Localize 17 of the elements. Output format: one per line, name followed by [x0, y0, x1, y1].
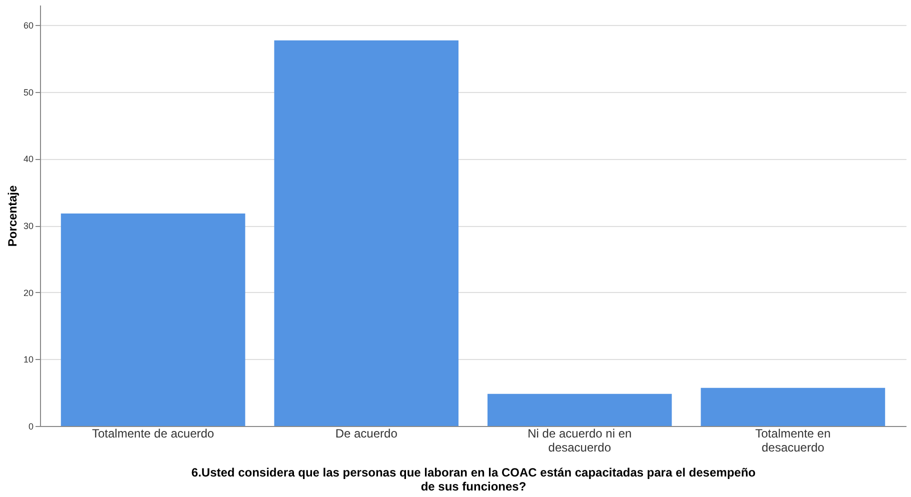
- y-axis-title: Porcentaje: [5, 184, 20, 247]
- y-tick-label: 50: [23, 87, 34, 98]
- bar: [700, 388, 886, 426]
- x-tick-label: De acuerdo: [335, 426, 398, 440]
- y-tick-label: 40: [23, 154, 34, 164]
- x-axis-title: 6.Usted considera que las personas que laboran en la COAC están capacitadas para el desempeño de sus funciones?: [191, 466, 756, 494]
- x-tick-label: Totalmente de acuerdo: [92, 426, 214, 440]
- y-tick-label: 0: [28, 422, 34, 432]
- bar: [274, 40, 458, 426]
- y-tick-label: 20: [23, 288, 34, 298]
- bar: [60, 213, 246, 426]
- y-tick-label: 30: [23, 221, 34, 232]
- x-tick-label: Ni de acuerdo ni en desacuerdo: [528, 426, 632, 454]
- x-tick-label: Totalmente en desacuerdo: [755, 426, 831, 454]
- y-tick-label: 60: [23, 20, 34, 31]
- y-tick-label: 10: [23, 354, 34, 365]
- bar: [488, 394, 672, 426]
